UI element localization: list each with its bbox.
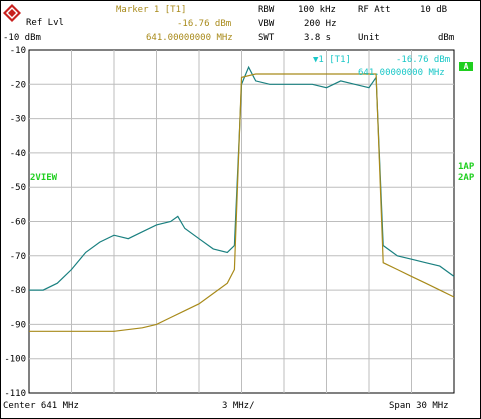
marker-frequency: 641.00000000 MHz bbox=[146, 33, 233, 43]
rf-att-label: RF Att bbox=[358, 5, 391, 15]
center-frequency: Center 641 MHz bbox=[3, 401, 79, 411]
y-tick-label: -40 bbox=[10, 149, 26, 159]
rf-att-value: 10 dB bbox=[420, 5, 448, 15]
trace2-detector-label: 2AP bbox=[458, 173, 475, 183]
marker-box-title: ▼1 [T1] bbox=[313, 55, 351, 65]
swt-value: 3.8 s bbox=[304, 33, 332, 43]
y-tick-label: -80 bbox=[10, 286, 26, 296]
y-tick-label: -90 bbox=[10, 320, 26, 330]
per-division: 3 MHz/ bbox=[222, 401, 255, 411]
marker-level: -16.76 dBm bbox=[177, 19, 232, 29]
ref-level-label: Ref Lvl bbox=[26, 18, 64, 28]
marker-box-frequency: 641.00000000 MHz bbox=[358, 68, 445, 78]
rbw-label: RBW bbox=[258, 5, 275, 15]
vbw-value: 200 Hz bbox=[304, 19, 337, 29]
grid-lines bbox=[29, 50, 454, 393]
ref-level-value: -10 dBm bbox=[3, 33, 41, 43]
display-line-marker bbox=[18, 170, 30, 182]
y-tick-label: -50 bbox=[10, 183, 26, 193]
y-tick-label: -20 bbox=[10, 80, 26, 90]
trace-2-line bbox=[29, 73, 455, 332]
swt-label: SWT bbox=[258, 33, 275, 43]
y-tick-label: -70 bbox=[10, 252, 26, 262]
trace1-detector-label: 1AP bbox=[458, 162, 475, 172]
view-mode-label: 2VIEW bbox=[30, 173, 58, 183]
y-tick-label: -10 bbox=[10, 46, 26, 56]
unit-value: dBm bbox=[438, 33, 455, 43]
marker-title: Marker 1 [T1] bbox=[116, 5, 187, 15]
y-tick-label: -110 bbox=[4, 389, 26, 399]
span: Span 30 MHz bbox=[389, 401, 449, 411]
y-tick-label: -100 bbox=[4, 355, 26, 365]
y-tick-labels: -10 -20 -30 -40 -50 -60 -70 -80 -90 -100 -110 bbox=[4, 46, 26, 399]
traces bbox=[29, 65, 455, 332]
unit-label: Unit bbox=[358, 33, 380, 43]
vbw-label: VBW bbox=[258, 19, 275, 29]
marker-box-level: -16.76 dBm bbox=[396, 55, 451, 65]
trace-a-badge: A bbox=[459, 62, 473, 71]
rohde-schwarz-logo bbox=[3, 4, 21, 22]
y-tick-label: -30 bbox=[10, 115, 26, 125]
y-tick-label: -60 bbox=[10, 218, 26, 228]
rbw-value: 100 kHz bbox=[298, 5, 336, 15]
